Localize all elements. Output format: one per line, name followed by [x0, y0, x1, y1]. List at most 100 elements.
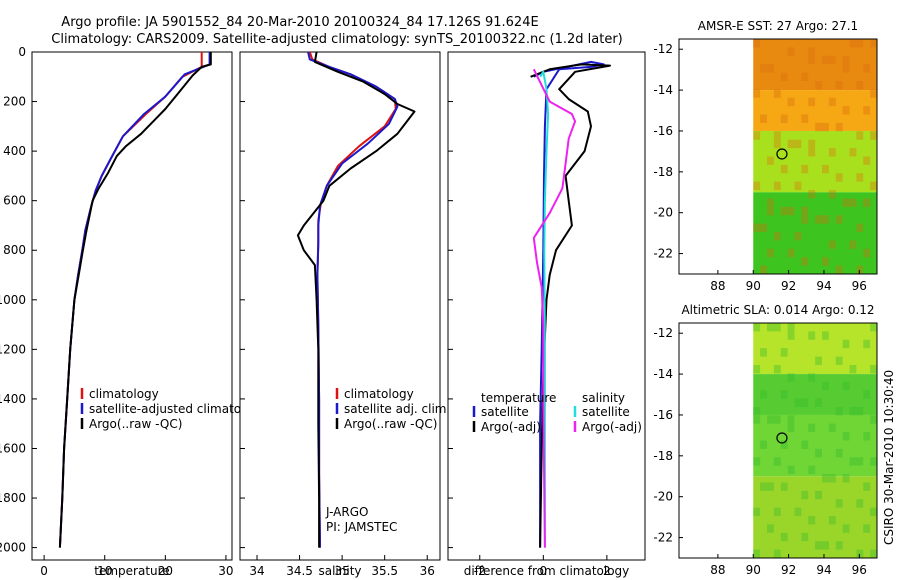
map-cell: [856, 549, 864, 558]
map-cell: [808, 373, 816, 382]
map-cell: [828, 148, 836, 157]
map-cell: [753, 415, 761, 424]
map-cell: [780, 72, 788, 81]
map-cell: [822, 541, 829, 550]
map-cell: [835, 499, 843, 508]
map-cell: [767, 524, 774, 533]
map-cell: [767, 323, 774, 332]
map-cell: [863, 390, 871, 399]
y-tick-label: 1400: [0, 392, 26, 406]
map-cell: [842, 339, 850, 349]
map-cell: [808, 139, 816, 149]
legend-label: Argo(..raw -QC): [344, 417, 437, 431]
map-cell: [760, 265, 767, 274]
figure-title-line1: Argo profile: JA 5901552_84 20-Mar-2010 …: [61, 15, 538, 30]
map-cell: [780, 206, 788, 216]
y-tick-label: 600: [3, 194, 26, 208]
map-cell: [835, 122, 843, 132]
map-cell: [787, 373, 795, 382]
map-cell: [773, 549, 781, 558]
map-cell: [815, 398, 822, 407]
map-cell: [856, 457, 864, 466]
map-cell: [870, 549, 877, 558]
map-cell: [780, 532, 788, 542]
y-tick-label: 400: [3, 144, 26, 158]
map-cell: [863, 482, 871, 491]
map-cell: [753, 549, 761, 558]
map-cell: [773, 364, 781, 374]
map-cell: [773, 181, 781, 191]
map-cell: [842, 64, 850, 73]
temperature-panel: 0 10 20 30 0 200 400 600 800 1000 1200 1400 1600 1800…: [0, 45, 267, 578]
x-tick-label: 36: [420, 564, 435, 578]
map-cell: [842, 474, 850, 483]
map-cell: [801, 532, 809, 542]
map-cell: [787, 415, 795, 424]
map-cell: [773, 457, 781, 466]
x-tick-label: 0: [40, 564, 48, 578]
map-cell: [863, 64, 871, 73]
map-cell: [815, 215, 822, 224]
map-y-tick-label: -22: [653, 247, 673, 261]
y-tick-label: 1000: [0, 293, 26, 307]
map-cell: [849, 39, 857, 48]
map-cell: [753, 507, 761, 517]
x-tick-label: 20: [158, 564, 173, 578]
map-cell: [870, 39, 877, 48]
map-x-tick-label: 94: [816, 563, 831, 577]
map-cell: [856, 499, 864, 508]
map-cell: [863, 524, 871, 533]
map-cell: [849, 406, 857, 416]
map-y-tick-label: -12: [653, 42, 673, 56]
plot-frame: [31, 51, 233, 561]
map-cell: [842, 381, 850, 391]
map-cell: [835, 541, 843, 550]
map-cell: [835, 80, 843, 90]
map-cell: [822, 257, 829, 266]
series-line-temperature-argo-adj-: [530, 63, 611, 548]
map-cell: [787, 465, 795, 475]
y-tick-label: 0: [18, 45, 26, 59]
map-cell: [760, 348, 767, 357]
map-cell: [815, 80, 822, 90]
map-cell: [773, 139, 781, 149]
map-cell: [822, 164, 829, 174]
map-cell: [835, 356, 843, 365]
map-cell: [801, 215, 809, 224]
map-cell: [794, 232, 802, 241]
map-cell: [780, 482, 788, 491]
map-cell: [808, 190, 816, 199]
map-cell: [753, 39, 761, 48]
series-line-salinity-satellite: [539, 70, 550, 548]
legend-label: Argo(-adj): [582, 420, 642, 434]
map-cell: [870, 181, 877, 191]
map-cell: [863, 248, 871, 258]
map-cell: [828, 97, 836, 107]
map-x-tick-label: 88: [710, 279, 725, 293]
map-cell: [815, 122, 822, 132]
figure-title-line2: Climatology: CARS2009. Satellite-adjuste…: [51, 32, 623, 47]
map-cell: [856, 223, 864, 233]
map-cell: [863, 106, 871, 115]
map-cell: [767, 64, 774, 73]
map-cell: [842, 524, 850, 533]
map-cell: [760, 482, 767, 491]
y-tick-label: 1800: [0, 491, 26, 505]
map-cell: [856, 173, 864, 182]
map-cell: [863, 198, 871, 207]
map-y-tick-label: -18: [653, 165, 673, 179]
map-cell: [773, 131, 781, 140]
x-tick-label: 10: [97, 564, 112, 578]
map-cell: [753, 89, 761, 98]
map-cell: [760, 64, 767, 73]
map-cell: [870, 323, 877, 332]
map-y-tick-label: -14: [653, 83, 673, 97]
map-cell: [870, 507, 877, 517]
y-tick-label: 800: [3, 243, 26, 257]
map-y-tick-label: -20: [653, 490, 673, 504]
map-cell: [815, 490, 822, 500]
map-cell: [773, 89, 781, 98]
map-cell: [828, 240, 836, 249]
